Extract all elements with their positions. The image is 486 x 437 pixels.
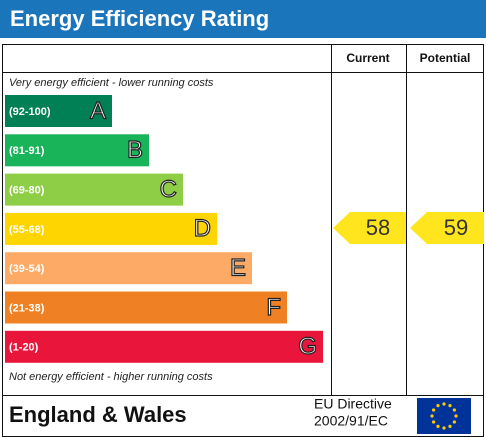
potential-header: Potential bbox=[420, 51, 471, 65]
current-rating: 58 bbox=[366, 215, 390, 240]
eu-star bbox=[452, 420, 456, 424]
eu-star bbox=[442, 402, 446, 406]
bands: (92-100) A (81-91) B (69-80) C (55-68) D (39-54)… bbox=[5, 95, 323, 363]
directive: 2002/91/EC bbox=[314, 413, 388, 429]
directive: EU Directive bbox=[314, 396, 392, 412]
band-range: (55-68) bbox=[9, 224, 45, 236]
band-bar bbox=[5, 291, 287, 324]
eu-star bbox=[448, 424, 452, 428]
current-header: Current bbox=[346, 51, 389, 65]
band-letter: B bbox=[127, 137, 143, 164]
bottom-note: Not energy efficient - higher running co… bbox=[9, 371, 213, 383]
eu-star bbox=[436, 404, 440, 408]
title: Energy Efficiency Rating bbox=[10, 6, 269, 31]
band-letter: C bbox=[160, 176, 177, 203]
band-letter: G bbox=[298, 333, 317, 360]
eu-star bbox=[436, 424, 440, 428]
band-bar bbox=[5, 134, 149, 167]
potential-rating: 59 bbox=[444, 215, 468, 240]
top-note: Very energy efficient - lower running co… bbox=[9, 77, 214, 89]
title-bar bbox=[0, 0, 486, 38]
eu-star bbox=[432, 408, 436, 412]
eu-star bbox=[452, 408, 456, 412]
region: England & Wales bbox=[9, 402, 187, 427]
band-range: (1-20) bbox=[9, 342, 39, 354]
band-bar bbox=[5, 252, 252, 285]
eu-star bbox=[432, 420, 436, 424]
band-range: (81-91) bbox=[9, 145, 45, 157]
band-range: (21-38) bbox=[9, 302, 45, 314]
eu-star bbox=[442, 426, 446, 430]
band-range: (39-54) bbox=[9, 263, 45, 275]
band-letter: A bbox=[90, 97, 106, 124]
band-bar bbox=[5, 330, 323, 363]
eu-star bbox=[454, 414, 458, 418]
band-range: (69-80) bbox=[9, 185, 45, 197]
band-bar bbox=[5, 173, 183, 206]
eu-stars bbox=[430, 402, 458, 430]
band-bar bbox=[5, 95, 112, 127]
band-letter: D bbox=[194, 215, 211, 242]
current-arrow bbox=[333, 212, 406, 244]
band-letter: E bbox=[230, 255, 246, 282]
band-bar bbox=[5, 212, 217, 245]
band-letter: F bbox=[266, 294, 281, 321]
eu-star bbox=[448, 404, 452, 408]
eu-star bbox=[430, 414, 434, 418]
potential-arrow bbox=[410, 212, 484, 244]
band-range: (92-100) bbox=[9, 106, 51, 118]
